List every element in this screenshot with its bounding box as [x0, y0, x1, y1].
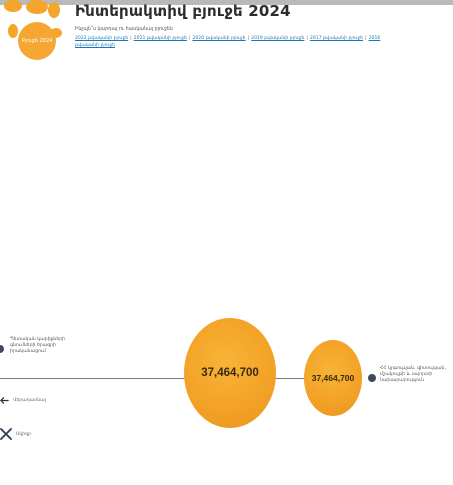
- arrow-left-icon: [0, 397, 9, 404]
- reset-button[interactable]: Սկիզբ: [0, 428, 31, 440]
- year-link-2020[interactable]: 2020 թվականի բյուջե: [192, 36, 246, 41]
- year-link-2021[interactable]: 2021 թվականի բյուջե: [133, 36, 187, 41]
- sun-ray-shape: [26, 0, 48, 14]
- connector-line-left: [0, 378, 188, 379]
- budget-logo[interactable]: Բյուջե 2024: [4, 0, 74, 60]
- back-button[interactable]: Վերադառնալ: [0, 396, 46, 405]
- center-budget-bubble[interactable]: 37,464,700: [184, 318, 276, 428]
- sun-ray-shape: [50, 28, 62, 38]
- year-separator: |: [247, 36, 250, 41]
- center-bubble-value: 37,464,700: [201, 367, 259, 379]
- child-node-label: ՀՀ կրթության, գիտության, մշակույթի և սպո…: [380, 366, 446, 383]
- top-scroll-bar: [0, 0, 453, 5]
- year-link-2017[interactable]: 2017 թվականի բյուջե: [309, 36, 364, 41]
- how-to-read-link[interactable]: Ինչպե՞ս կարդալ ու հասկանալ բյուջեն: [75, 27, 173, 32]
- year-separator: |: [365, 36, 367, 41]
- connector-line-middle: [272, 378, 306, 379]
- sun-ray-shape: [48, 2, 60, 18]
- year-link-2016[interactable]: 2016 թվականի բյուջե: [75, 36, 381, 48]
- logo-badge: Բյուջե 2024: [18, 22, 56, 60]
- sun-ray-shape: [4, 0, 22, 12]
- year-link-2019[interactable]: 2019 թվականի բյուջե: [251, 36, 305, 41]
- parent-node-dot[interactable]: [0, 345, 4, 353]
- logo-text: Բյուջե 2024: [21, 38, 53, 44]
- collapse-arrows-icon: [0, 428, 12, 440]
- year-links: 2022 թվականի բյուջե | 2021 թվականի բյուջե |…: [75, 35, 405, 49]
- child-bubble-value: 37,464,700: [311, 373, 355, 383]
- page-title: Ինտերակտիվ բյուջե 2024: [75, 2, 291, 20]
- sun-ray-shape: [8, 24, 18, 38]
- back-label: Վերադառնալ: [13, 398, 46, 403]
- year-separator: |: [306, 36, 308, 41]
- year-separator: |: [188, 36, 191, 41]
- child-node-dot[interactable]: [368, 374, 376, 382]
- child-budget-bubble[interactable]: 37,464,700: [304, 340, 362, 416]
- reset-label: Սկիզբ: [16, 431, 32, 437]
- year-separator: |: [130, 36, 132, 41]
- year-link-2022[interactable]: 2022 թվականի բյուջե: [75, 36, 129, 41]
- parent-node-label: Պետական կարիքների գնումների ծրագրի իրակա…: [10, 337, 66, 354]
